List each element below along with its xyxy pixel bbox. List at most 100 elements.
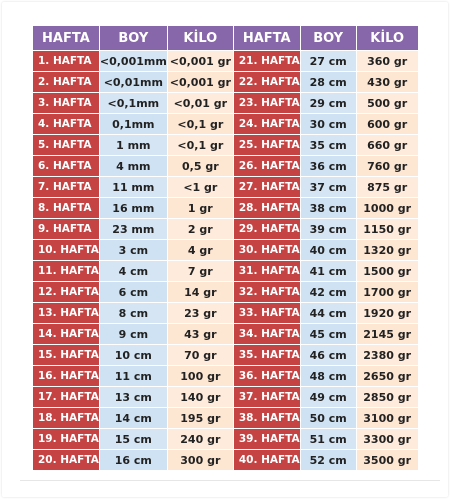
week-cell: 18. HAFTA [32,407,100,429]
kilo-cell: 43 gr [166,323,234,345]
week-cell: 40. HAFTA [232,449,301,471]
boy-cell: <0,01mm [98,71,168,93]
kilo-cell: 7 gr [166,260,234,282]
boy-cell: 45 cm [299,323,357,345]
table-row: 19. HAFTA 15 cm 240 gr 39. HAFTA 51 cm 3300 g… [32,428,419,450]
week-cell: 20. HAFTA [32,449,100,471]
kilo-cell: <0,001 gr [166,71,234,93]
week-cell: 1. HAFTA [32,50,100,72]
boy-cell: 1 mm [98,134,168,156]
header-boy: BOY [299,25,357,51]
kilo-cell: 195 gr [166,407,234,429]
table-row: 11. HAFTA 4 cm 7 gr 31. HAFTA 41 cm 1500 gr [32,260,419,282]
table-row: 20. HAFTA 16 cm 300 gr 40. HAFTA 52 cm 3500 g… [32,449,419,471]
week-cell: 28. HAFTA [232,197,301,219]
week-cell: 38. HAFTA [232,407,301,429]
week-cell: 24. HAFTA [232,113,301,135]
header-hafta: HAFTA [232,25,301,51]
kilo-cell: 23 gr [166,302,234,324]
table-row: 3. HAFTA <0,1mm <0,01 gr 23. HAFTA 29 cm 500 … [32,92,419,114]
boy-cell: 4 cm [98,260,168,282]
table-row: 2. HAFTA <0,01mm <0,001 gr 22. HAFTA 28 cm 43… [32,71,419,93]
kilo-cell: 1320 gr [355,239,419,261]
kilo-cell: 760 gr [355,155,419,177]
kilo-cell: 1700 gr [355,281,419,303]
kilo-cell: 2380 gr [355,344,419,366]
week-cell: 22. HAFTA [232,71,301,93]
week-cell: 9. HAFTA [32,218,100,240]
kilo-cell: 14 gr [166,281,234,303]
table-row: 9. HAFTA 23 mm 2 gr 29. HAFTA 39 cm 1150 gr [32,218,419,240]
kilo-cell: 3300 gr [355,428,419,450]
kilo-cell: 360 gr [355,50,419,72]
divider [20,480,440,481]
boy-cell: 3 cm [98,239,168,261]
table-row: 17. HAFTA 13 cm 140 gr 37. HAFTA 49 cm 2850 g… [32,386,419,408]
boy-cell: 29 cm [299,92,357,114]
header-kilo: KİLO [355,25,419,51]
kilo-cell: <0,01 gr [166,92,234,114]
table-body: 1. HAFTA <0,001mm <0,001 gr 21. HAFTA 27 cm 3… [32,50,419,471]
boy-cell: 13 cm [98,386,168,408]
table-row: 18. HAFTA 14 cm 195 gr 38. HAFTA 50 cm 3100 g… [32,407,419,429]
week-cell: 2. HAFTA [32,71,100,93]
boy-cell: 23 mm [98,218,168,240]
week-cell: 35. HAFTA [232,344,301,366]
table-row: 12. HAFTA 6 cm 14 gr 32. HAFTA 42 cm 1700 gr [32,281,419,303]
kilo-cell: 1000 gr [355,197,419,219]
kilo-cell: 2145 gr [355,323,419,345]
kilo-cell: 3100 gr [355,407,419,429]
kilo-cell: 1150 gr [355,218,419,240]
kilo-cell: 240 gr [166,428,234,450]
table-row: 15. HAFTA 10 cm 70 gr 35. HAFTA 46 cm 2380 gr [32,344,419,366]
boy-cell: 40 cm [299,239,357,261]
kilo-cell: <0,001 gr [166,50,234,72]
week-cell: 4. HAFTA [32,113,100,135]
week-cell: 16. HAFTA [32,365,100,387]
header-hafta: HAFTA [32,25,100,51]
week-cell: 12. HAFTA [32,281,100,303]
boy-cell: 44 cm [299,302,357,324]
boy-cell: 50 cm [299,407,357,429]
boy-cell: 14 cm [98,407,168,429]
week-cell: 31. HAFTA [232,260,301,282]
week-cell: 5. HAFTA [32,134,100,156]
week-cell: 23. HAFTA [232,92,301,114]
boy-cell: 6 cm [98,281,168,303]
table-row: 8. HAFTA 16 mm 1 gr 28. HAFTA 38 cm 1000 gr [32,197,419,219]
kilo-cell: <1 gr [166,176,234,198]
header-row: HAFTA BOY KİLO HAFTA BOY KİLO [32,25,419,51]
week-cell: 7. HAFTA [32,176,100,198]
header-boy: BOY [98,25,168,51]
boy-cell: 41 cm [299,260,357,282]
kilo-cell: 140 gr [166,386,234,408]
boy-cell: 8 cm [98,302,168,324]
boy-cell: 16 mm [98,197,168,219]
week-cell: 8. HAFTA [32,197,100,219]
boy-cell: 37 cm [299,176,357,198]
boy-cell: 0,1mm [98,113,168,135]
kilo-cell: 0,5 gr [166,155,234,177]
table-row: 4. HAFTA 0,1mm <0,1 gr 24. HAFTA 30 cm 600 gr [32,113,419,135]
table-row: 6. HAFTA 4 mm 0,5 gr 26. HAFTA 36 cm 760 gr [32,155,419,177]
boy-cell: 46 cm [299,344,357,366]
boy-cell: 9 cm [98,323,168,345]
kilo-cell: 660 gr [355,134,419,156]
table-row: 14. HAFTA 9 cm 43 gr 34. HAFTA 45 cm 2145 gr [32,323,419,345]
boy-cell: <0,001mm [98,50,168,72]
boy-cell: 28 cm [299,71,357,93]
kilo-cell: 600 gr [355,113,419,135]
boy-cell: <0,1mm [98,92,168,114]
week-cell: 15. HAFTA [32,344,100,366]
kilo-cell: 2850 gr [355,386,419,408]
boy-cell: 51 cm [299,428,357,450]
kilo-cell: 3500 gr [355,449,419,471]
pregnancy-week-table-container: HAFTA BOY KİLO HAFTA BOY KİLO 1. HAFTA <0… [32,25,419,471]
week-cell: 33. HAFTA [232,302,301,324]
kilo-cell: 70 gr [166,344,234,366]
table-row: 5. HAFTA 1 mm <0,1 gr 25. HAFTA 35 cm 660 gr [32,134,419,156]
week-cell: 14. HAFTA [32,323,100,345]
boy-cell: 11 cm [98,365,168,387]
week-cell: 21. HAFTA [232,50,301,72]
pregnancy-week-table: HAFTA BOY KİLO HAFTA BOY KİLO 1. HAFTA <0… [32,25,419,471]
